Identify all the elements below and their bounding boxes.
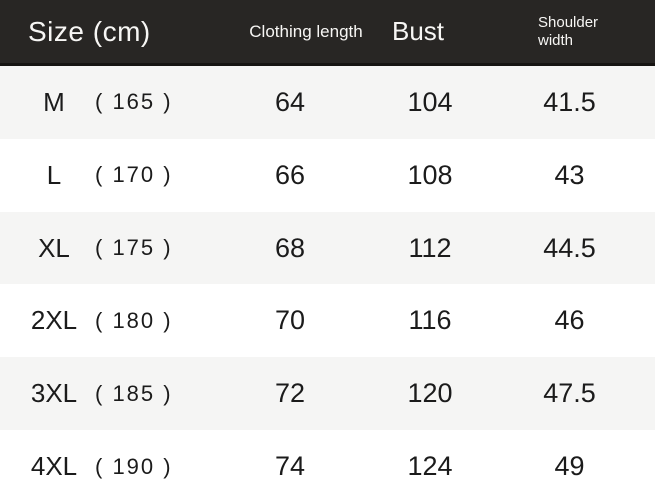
bust-value: 116	[408, 305, 452, 336]
size-cell: 2XL ( 180 )	[0, 305, 230, 336]
shoulder-width-value: 49	[554, 451, 585, 482]
shoulder-width-value: 41.5	[543, 86, 596, 117]
shoulder-width-value: 47.5	[543, 378, 596, 409]
table-row-2xl: 2XL ( 180 ) 70 116 46	[0, 284, 655, 358]
clothing-length-value: 72	[274, 378, 306, 409]
size-cell: 3XL ( 185 )	[0, 378, 230, 409]
table-row-xl: XL ( 175 ) 68 112 44.5	[0, 211, 655, 285]
bust-value: 104	[407, 86, 453, 117]
table-row-l: L ( 170 ) 66 108 43	[0, 138, 655, 212]
size-height: ( 185 )	[95, 380, 173, 406]
bust-value: 112	[408, 232, 452, 263]
size-height: ( 190 )	[95, 453, 173, 479]
shoulder-width-value: 44.5	[543, 232, 596, 263]
size-cell: XL ( 175 )	[0, 233, 230, 264]
size-cell: M ( 165 )	[0, 87, 230, 118]
size-code: L	[46, 159, 62, 190]
shoulder-width-value: 46	[554, 305, 585, 336]
size-code: M	[43, 86, 65, 117]
size-cell: L ( 170 )	[0, 160, 230, 191]
bust-value: 120	[407, 378, 453, 409]
size-height: ( 175 )	[95, 235, 173, 261]
size-height: ( 170 )	[95, 162, 173, 188]
size-height: ( 180 )	[95, 307, 173, 333]
size-code: 2XL	[30, 305, 78, 336]
header-clothing-length: Clothing length	[249, 21, 363, 41]
size-cell: 4XL ( 190 )	[0, 451, 230, 482]
table-row-3xl: 3XL ( 185 ) 72 120 47.5	[0, 357, 655, 431]
clothing-length-value: 74	[274, 451, 306, 482]
table-row-m: M ( 165 ) 64 104 41.5	[0, 66, 655, 139]
size-code: 3XL	[30, 378, 78, 409]
clothing-length-value: 64	[274, 86, 306, 117]
clothing-length-value: 70	[274, 305, 306, 336]
header-shoulder-width: Shoulder width	[538, 13, 599, 49]
header-size: Size (cm)	[28, 15, 151, 47]
size-code: XL	[38, 232, 70, 263]
bust-value: 108	[407, 159, 453, 190]
size-code: 4XL	[30, 451, 78, 482]
bust-value: 124	[407, 451, 453, 482]
table-body: M ( 165 ) 64 104 41.5 L ( 170 ) 66 108 4…	[0, 66, 655, 503]
size-height: ( 165 )	[95, 89, 173, 115]
clothing-length-value: 68	[274, 232, 306, 263]
header-bust: Bust	[391, 16, 445, 46]
shoulder-width-value: 43	[554, 159, 585, 190]
table-row-4xl: 4XL ( 190 ) 74 124 49	[0, 430, 655, 503]
table-header-row: Size (cm) Clothing length Bust Shoulder …	[0, 0, 655, 66]
clothing-length-value: 66	[274, 159, 306, 190]
